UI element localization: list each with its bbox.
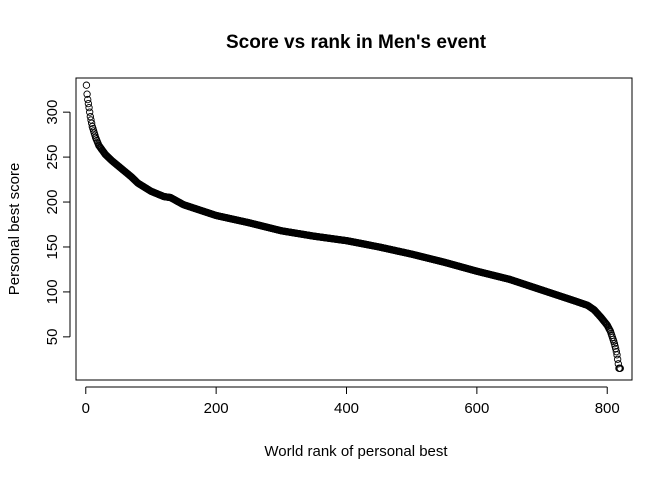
data-point [614,355,622,363]
data-point [84,95,92,104]
y-tick-label: 100 [44,279,61,304]
data-points [82,81,624,372]
x-tick-label: 200 [204,400,229,417]
data-point [82,81,91,89]
data-point [86,108,94,116]
data-point [612,348,621,356]
y-tick-label: 150 [44,234,61,259]
data-point [613,351,621,359]
y-tick-label: 250 [44,145,61,170]
data-point [83,90,91,98]
data-point [616,364,624,372]
x-tick-label: 800 [595,400,620,417]
data-point [614,360,622,368]
plot-frame [75,77,633,381]
chart-title: Score vs rank in Men's event [226,32,487,53]
x-axis: 0 200 400 600 800 [82,386,620,417]
y-tick-label: 200 [44,190,61,215]
x-tick-label: 600 [464,400,489,417]
x-tick-label: 0 [82,400,90,417]
data-point [606,326,614,334]
y-axis-label: Personal best score [6,163,23,296]
x-tick-label: 400 [334,400,359,417]
data-point [85,104,93,112]
y-tick-label: 50 [44,329,61,346]
data-point [601,319,609,327]
data-point [84,99,93,108]
data-point [87,119,96,127]
y-axis: 50 100 150 200 250 300 [44,100,71,346]
y-tick-label: 300 [44,100,61,125]
x-axis-label: World rank of personal best [264,443,448,460]
